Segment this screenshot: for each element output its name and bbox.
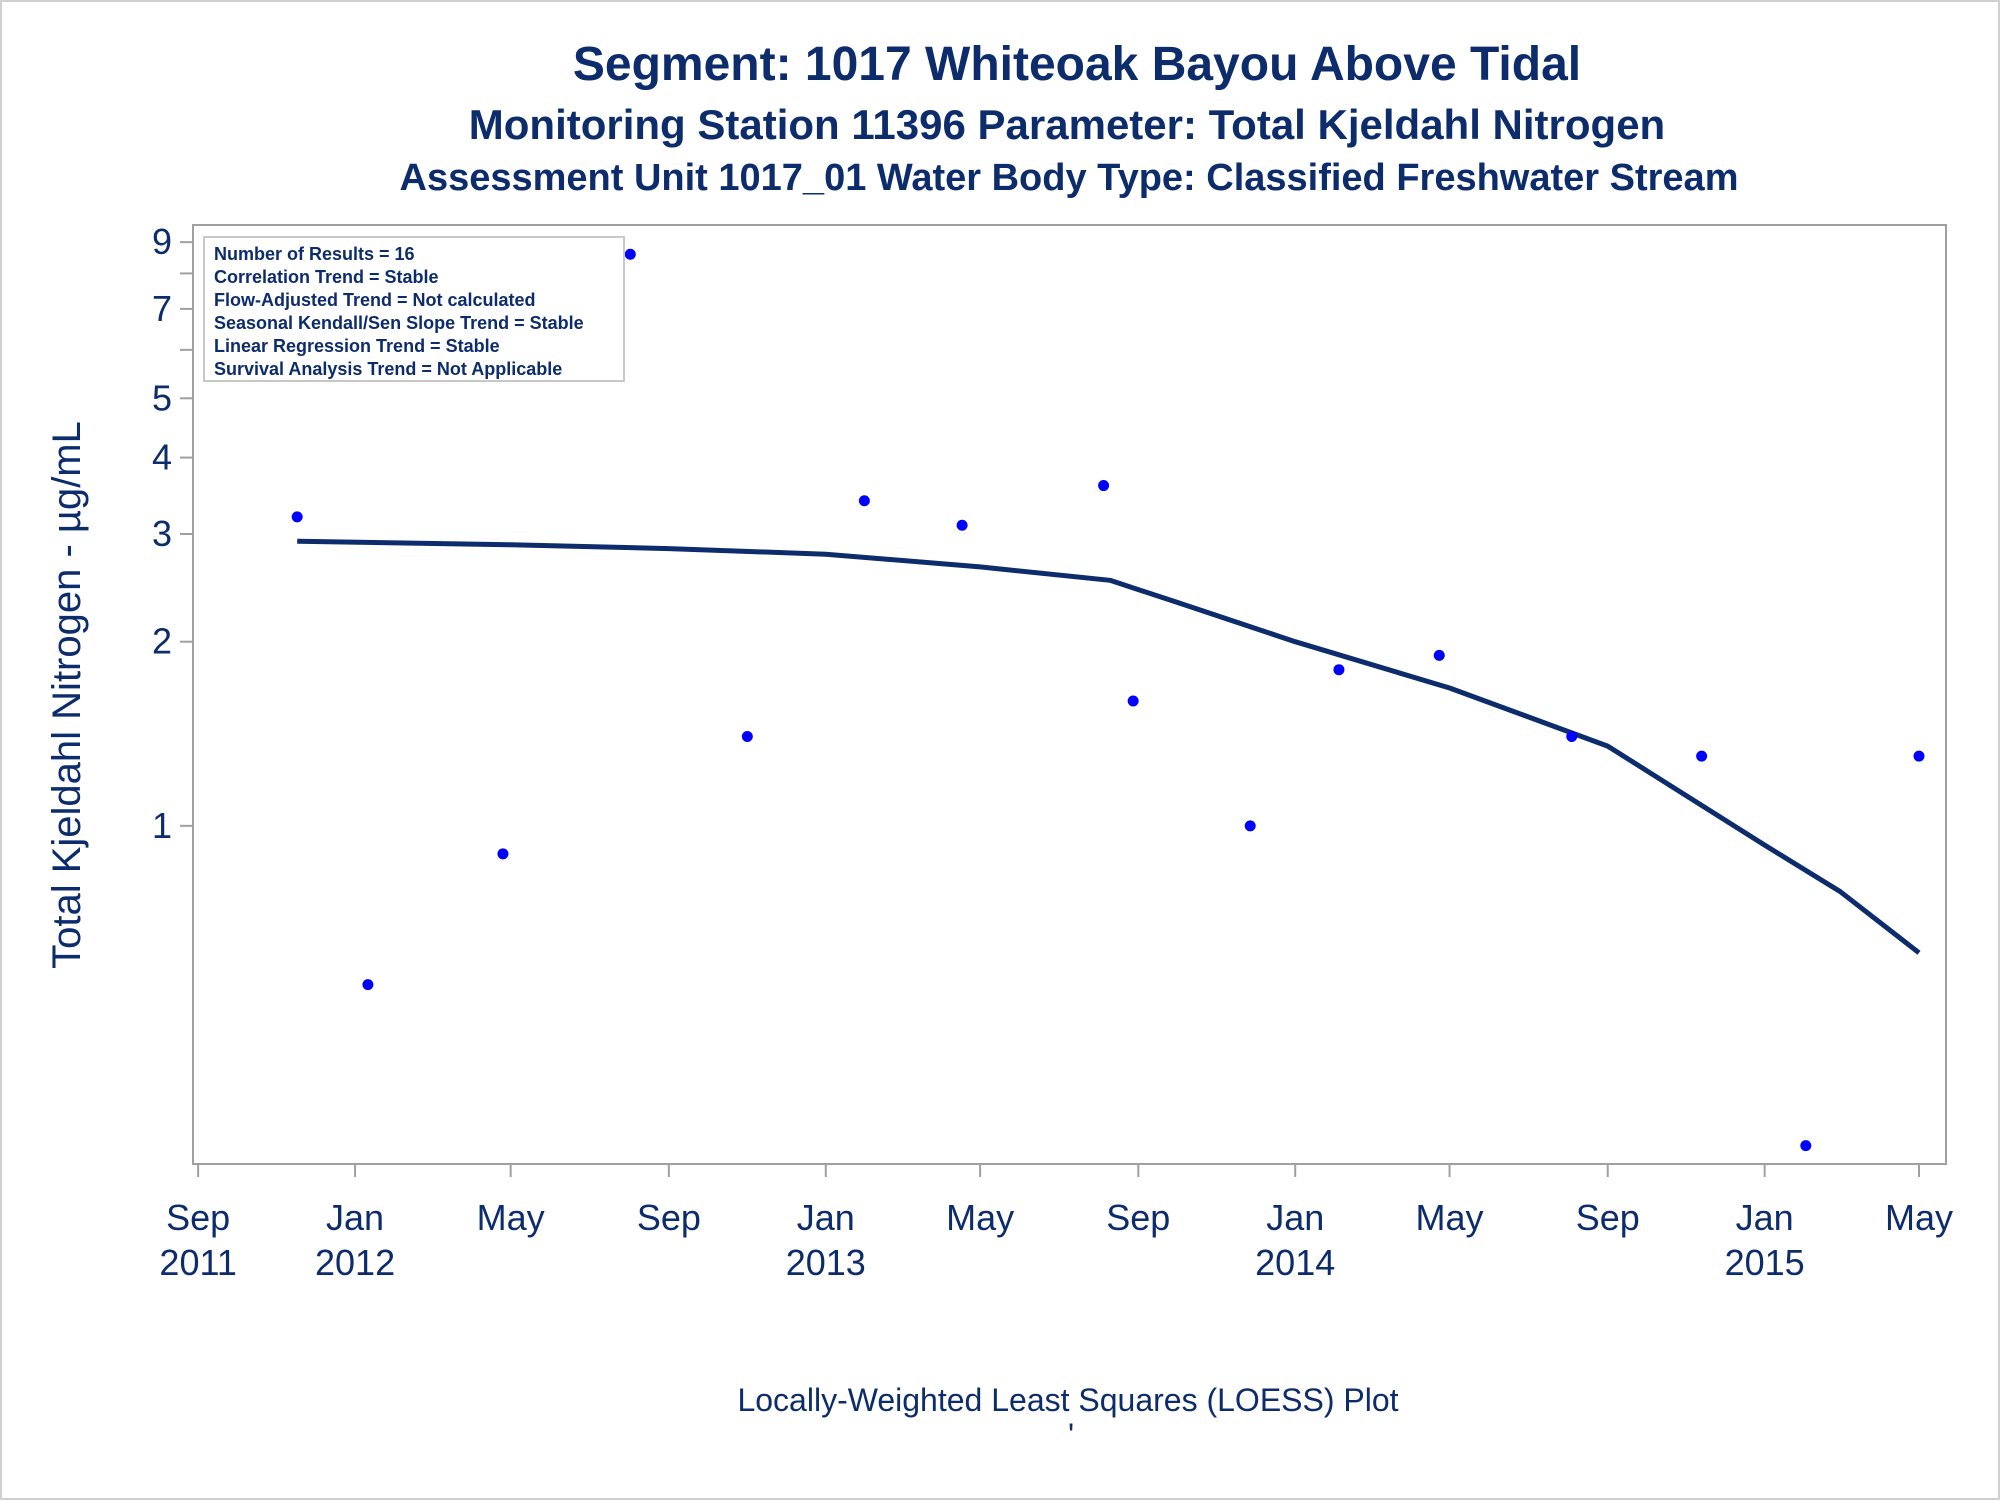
points-layer [291,248,1925,1152]
y-tick-label: 3 [152,513,172,554]
x-tick-label: May [946,1197,1014,1238]
data-point [1800,1140,1812,1152]
data-point [858,495,870,507]
x-tick-label: Jan [1736,1197,1794,1238]
data-point [291,511,303,523]
y-tick-label: 9 [152,221,172,262]
data-point [1244,820,1256,832]
x-tick-label: Sep [637,1197,701,1238]
loess-line [297,538,1921,955]
stats-box-frame [203,236,625,382]
data-point [956,519,968,531]
data-point [362,979,374,991]
stats-line-linear-regression: Linear Regression Trend = Stable [214,336,500,356]
x-tick-year-label: 2014 [1255,1242,1335,1283]
x-tick-label: Jan [326,1197,384,1238]
stats-line-seasonal-kendall: Seasonal Kendall/Sen Slope Trend = Stabl… [214,313,584,333]
x-tick-label: May [1885,1197,1953,1238]
y-tick-label: 1 [152,805,172,846]
x-tick-label: Sep [166,1197,230,1238]
x-tick-label: Sep [1576,1197,1640,1238]
loess-layer [297,538,1921,955]
data-point [1433,649,1445,661]
data-point [1127,695,1139,707]
stats-box: Number of Results = 16 Correlation Trend… [203,236,625,382]
chart-subtitle-2: Assessment Unit 1017_01 Water Body Type:… [400,157,1739,199]
x-tick-label: May [477,1197,545,1238]
data-point [1566,730,1578,742]
x-tick-year-label: 2013 [786,1242,866,1283]
x-tick-label: Jan [797,1197,855,1238]
y-axis-label: Total Kjeldahl Nitrogen - µg/mL [45,421,89,969]
stats-line-survival: Survival Analysis Trend = Not Applicable [214,359,562,379]
chart-title: Segment: 1017 Whiteoak Bayou Above Tidal [573,38,1581,91]
footnote-mark: ' [1068,1417,1074,1453]
x-tick-label: Sep [1106,1197,1170,1238]
y-tick-label: 2 [152,621,172,662]
stats-line-correlation: Correlation Trend = Stable [214,267,439,287]
stats-line-results: Number of Results = 16 [214,244,415,264]
x-tick-label: May [1416,1197,1484,1238]
y-tick-label: 4 [152,437,172,478]
footnote: Locally-Weighted Least Squares (LOESS) P… [737,1382,1398,1418]
data-point [1098,480,1110,492]
stats-line-flow-adjusted: Flow-Adjusted Trend = Not calculated [214,290,536,310]
data-point [741,730,753,742]
x-tick-year-label: 2012 [315,1242,395,1283]
chart-subtitle: Monitoring Station 11396 Parameter: Tota… [469,101,1665,148]
y-tick-label: 7 [152,288,172,329]
x-tick-year-label: 2011 [159,1242,236,1283]
data-point [1913,750,1925,762]
data-point [497,848,509,860]
data-point [624,248,636,260]
y-tick-label: 5 [152,377,172,418]
data-point [1333,664,1345,676]
x-tick-year-label: 2015 [1725,1242,1805,1283]
data-point [1696,750,1708,762]
y-axis: 1 2 3 4 5 7 9 [152,221,193,846]
x-tick-label: Jan [1266,1197,1324,1238]
